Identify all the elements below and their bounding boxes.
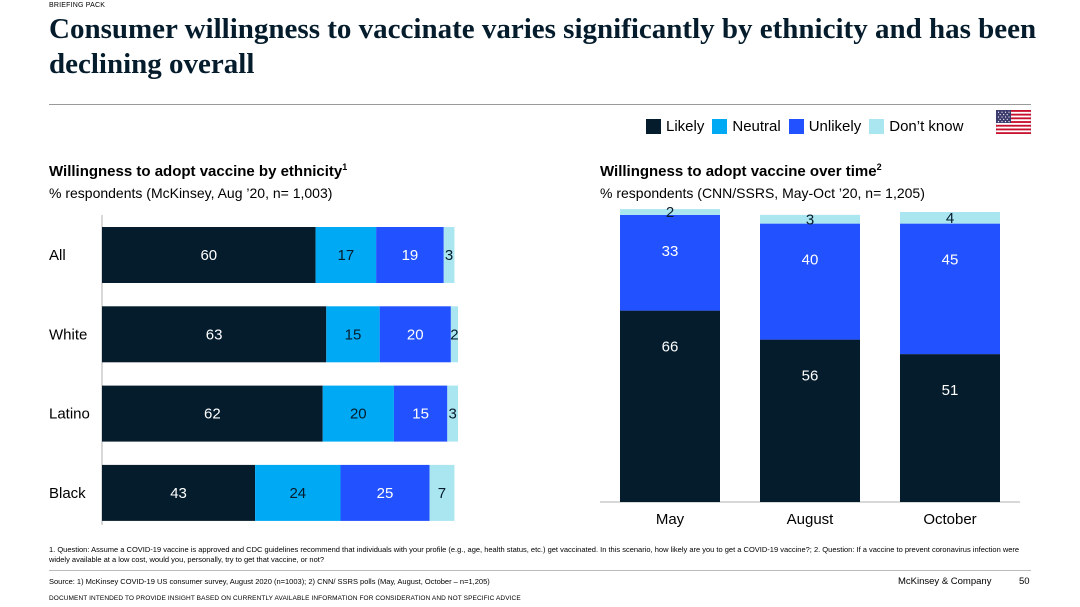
data-label-black-unlikely: 25: [377, 485, 394, 502]
bar-all-neutral: [315, 227, 377, 283]
bar-black-unlikely: [340, 464, 430, 521]
data-label-may-don-t-know: 2: [666, 204, 674, 221]
data-label-august-likely: 56: [802, 368, 819, 385]
bar-white-don-t-know: [450, 306, 458, 363]
bar-may-likely: [620, 310, 720, 502]
bar-october-unlikely: [900, 223, 1000, 355]
footer-divider: [49, 570, 1031, 571]
right-chart-footnote-ref: 2: [876, 162, 882, 172]
source-note: Source: 1) McKinsey COVID-19 US consumer…: [49, 577, 490, 586]
footnote: 1. Question: Assume a COVID-19 vaccine i…: [49, 545, 1020, 564]
legend-label-unlikely: Unlikely: [808, 118, 862, 135]
bar-october-don-t-know: [900, 212, 1000, 224]
bar-latino-don-t-know: [447, 385, 458, 442]
bar-october-likely: [900, 354, 1000, 502]
page-title: Consumer willingness to vaccinate varies…: [49, 13, 1037, 80]
bar-all-don-t-know: [443, 227, 455, 283]
right-chart-subtitle: % respondents (CNN/SSRS, May-Oct ’20, n=…: [600, 185, 925, 201]
bar-august-don-t-know: [760, 214, 860, 224]
data-label-black-likely: 43: [170, 485, 187, 502]
us-flag-icon: [996, 110, 1031, 134]
legend-swatch-unlikely: [788, 119, 804, 134]
bar-all-likely: [102, 227, 316, 283]
data-label-october-don-t-know: 4: [946, 210, 954, 227]
bar-august-unlikely: [760, 223, 860, 340]
legend-item-unlikely: Unlikely: [788, 118, 862, 135]
category-label-black: Black: [49, 485, 86, 502]
data-label-may-unlikely: 33: [662, 243, 679, 260]
data-label-white-neutral: 15: [345, 326, 362, 343]
bar-may-don-t-know: [620, 209, 720, 215]
category-label-all: All: [49, 247, 66, 264]
ethnicity-bar-chart: All 60 17 19 3 White 63 15 20 2 Latino 62 20 15 3 Black…: [49, 215, 459, 525]
bar-white-unlikely: [379, 306, 451, 363]
data-label-latino-likely: 62: [204, 406, 221, 423]
time-bar-chart: 66 33 2 May 56 40 3 August 51 45 4 October: [600, 204, 1020, 528]
category-label-white: White: [49, 326, 87, 343]
data-label-august-unlikely: 40: [802, 252, 819, 269]
left-chart-subtitle: % respondents (McKinsey, Aug ’20, n= 1,0…: [49, 185, 333, 201]
briefing-pack-tag: BRIEFING PACK: [49, 2, 106, 9]
bar-latino-neutral: [322, 385, 394, 442]
bar-august-likely: [760, 339, 860, 502]
bar-all-unlikely: [376, 227, 444, 283]
legend-label-likely: Likely: [666, 118, 705, 135]
legend-swatch-dont-know: [869, 119, 885, 134]
legend: Likely Neutral Unlikely Don’t know: [646, 118, 971, 135]
data-label-white-unlikely: 20: [407, 326, 424, 343]
data-label-latino-don-t-know: 3: [448, 406, 456, 423]
legend-item-dont-know: Don’t know: [869, 118, 963, 135]
bar-black-likely: [102, 464, 256, 521]
data-label-all-unlikely: 19: [402, 247, 419, 264]
disclaimer: DOCUMENT INTENDED TO PROVIDE INSIGHT BAS…: [49, 595, 521, 602]
bar-black-don-t-know: [429, 464, 455, 521]
data-label-october-unlikely: 45: [942, 252, 959, 269]
data-label-white-don-t-know: 2: [450, 326, 458, 343]
right-chart-title: Willingness to adopt vaccine over time2: [600, 162, 882, 180]
bar-may-unlikely: [620, 214, 720, 311]
category-label-may: May: [656, 511, 685, 528]
data-label-latino-neutral: 20: [350, 406, 367, 423]
left-chart-title: Willingness to adopt vaccine by ethnicit…: [49, 162, 347, 180]
data-label-white-likely: 63: [206, 326, 223, 343]
data-label-black-don-t-know: 7: [438, 485, 446, 502]
data-label-october-likely: 51: [942, 382, 959, 399]
bar-latino-unlikely: [393, 385, 448, 442]
page-number: 50: [1019, 576, 1030, 587]
legend-label-dont-know: Don’t know: [889, 118, 964, 135]
bar-black-neutral: [255, 464, 341, 521]
data-label-may-likely: 66: [662, 339, 679, 356]
bar-white-neutral: [326, 306, 380, 363]
data-label-latino-unlikely: 15: [412, 406, 429, 423]
category-label-october: October: [923, 511, 976, 528]
category-label-latino: Latino: [49, 406, 90, 423]
left-chart-footnote-ref: 1: [342, 162, 348, 172]
data-label-all-don-t-know: 3: [445, 247, 453, 264]
title-divider: [49, 104, 1031, 105]
category-label-august: August: [787, 511, 835, 528]
left-chart-title-text: Willingness to adopt vaccine by ethnicit…: [49, 163, 343, 180]
legend-swatch-neutral: [712, 119, 728, 134]
legend-swatch-likely: [646, 119, 661, 134]
bar-latino-likely: [102, 385, 323, 442]
data-label-august-don-t-know: 3: [806, 211, 814, 228]
legend-item-likely: Likely: [646, 118, 704, 135]
company-name: McKinsey & Company: [898, 576, 992, 587]
data-label-all-neutral: 17: [338, 247, 355, 264]
bar-white-likely: [102, 306, 327, 363]
legend-label-neutral: Neutral: [732, 118, 781, 135]
data-label-all-likely: 60: [200, 247, 217, 264]
legend-item-neutral: Neutral: [712, 118, 781, 135]
right-chart-title-text: Willingness to adopt vaccine over time: [600, 163, 877, 180]
data-label-black-neutral: 24: [289, 485, 306, 502]
